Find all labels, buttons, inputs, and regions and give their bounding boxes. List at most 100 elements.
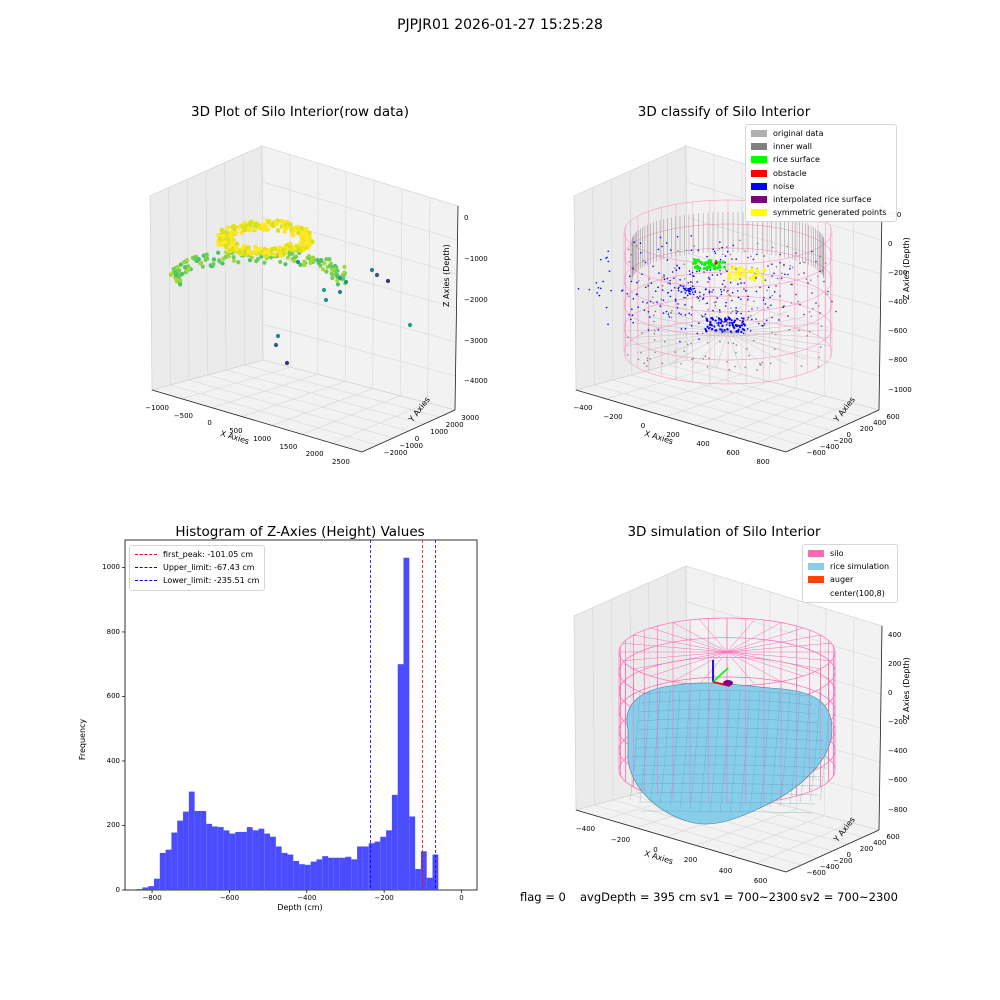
data-point bbox=[234, 241, 240, 247]
original-point bbox=[705, 302, 708, 305]
surface-mesh-line bbox=[669, 689, 681, 807]
data-point bbox=[284, 360, 290, 366]
original-point bbox=[798, 329, 800, 332]
noise-point bbox=[761, 324, 763, 327]
histogram-bar bbox=[380, 836, 387, 890]
legend-entry: first_peak: -101.05 cm bbox=[135, 548, 259, 561]
data-point bbox=[302, 259, 307, 264]
original-point bbox=[653, 339, 656, 341]
original-point bbox=[817, 305, 820, 307]
original-point bbox=[756, 267, 758, 270]
noise-point bbox=[742, 332, 745, 335]
legend-label: auger bbox=[830, 575, 854, 585]
original-point bbox=[653, 320, 655, 323]
histogram-bar bbox=[206, 823, 213, 890]
noise-point bbox=[659, 305, 662, 307]
noise-point bbox=[682, 285, 685, 288]
grid-line bbox=[686, 601, 882, 661]
noise-point bbox=[607, 250, 610, 253]
x-tick-label: 0 bbox=[653, 845, 658, 854]
interpolated-point bbox=[707, 281, 709, 283]
original-point bbox=[627, 336, 629, 338]
noise-point bbox=[719, 258, 722, 261]
noise-point bbox=[675, 269, 678, 271]
floor-spoke bbox=[668, 311, 729, 333]
noise-point bbox=[757, 322, 760, 325]
noise-point bbox=[738, 324, 742, 327]
sv1-text: sv1 = 700~2300 bbox=[700, 890, 798, 904]
legend-swatch bbox=[808, 550, 824, 558]
data-point bbox=[227, 247, 233, 252]
interpolated-point bbox=[715, 301, 717, 303]
legend-entry: Lower_limit: -235.51 cm bbox=[135, 574, 259, 587]
grid-line bbox=[686, 324, 880, 377]
grid-line bbox=[649, 369, 849, 425]
original-point bbox=[728, 294, 730, 296]
interpolated-point bbox=[835, 310, 837, 313]
grid-line bbox=[612, 379, 818, 439]
data-point bbox=[234, 246, 239, 252]
y-tick-label: −400 bbox=[819, 443, 840, 451]
surface-mesh-line bbox=[639, 689, 651, 802]
x-tick-label: −400 bbox=[575, 825, 596, 834]
original-point bbox=[732, 342, 735, 345]
original-point bbox=[652, 302, 655, 304]
noise-point bbox=[600, 258, 602, 261]
original-point bbox=[812, 307, 814, 310]
noise-point bbox=[724, 255, 727, 257]
noise-point bbox=[723, 289, 725, 291]
noise-point bbox=[784, 273, 786, 276]
original-point bbox=[810, 315, 813, 318]
data-point bbox=[318, 263, 323, 268]
y-tick-label: 0 bbox=[414, 434, 420, 443]
noise-point bbox=[692, 293, 695, 296]
data-point bbox=[273, 342, 279, 348]
original-point bbox=[791, 266, 794, 269]
data-point bbox=[385, 278, 391, 284]
noise-point bbox=[635, 293, 638, 296]
interpolated-point bbox=[775, 285, 777, 287]
silo-roof-spoke bbox=[726, 642, 832, 653]
histogram-bar bbox=[217, 827, 224, 890]
noise-point bbox=[740, 324, 743, 327]
silo-roof-spoke bbox=[672, 622, 728, 653]
data-point bbox=[222, 229, 228, 235]
floor-spoke bbox=[635, 322, 729, 333]
noise-point bbox=[762, 299, 765, 301]
original-point bbox=[731, 310, 734, 313]
original-point bbox=[766, 289, 768, 292]
symmetric-point bbox=[750, 270, 754, 274]
silo-roof-spoke bbox=[622, 651, 728, 662]
flag-text: flag = 0 bbox=[520, 890, 566, 904]
data-point bbox=[181, 260, 186, 265]
surface-mesh-line bbox=[689, 689, 701, 810]
surface-mesh-line bbox=[809, 689, 821, 802]
interpolated-point bbox=[811, 292, 813, 294]
surface-mesh-line bbox=[679, 689, 691, 808]
noise-point bbox=[689, 293, 692, 295]
data-point bbox=[262, 260, 267, 265]
y-tick-label: 400 bbox=[873, 419, 887, 427]
histogram-bar bbox=[142, 887, 149, 890]
histogram-bar bbox=[374, 841, 381, 890]
noise-point bbox=[711, 316, 714, 320]
noise-point bbox=[599, 287, 602, 290]
original-point bbox=[683, 277, 686, 280]
original-point bbox=[747, 310, 750, 313]
y-tick-label: 600 bbox=[886, 833, 900, 841]
noise-point bbox=[679, 340, 681, 343]
z-tick-label: 0 bbox=[888, 239, 893, 248]
interpolated-point bbox=[803, 313, 805, 316]
x-tick-label: 500 bbox=[229, 427, 243, 436]
data-point bbox=[233, 230, 239, 236]
silo-roof-spoke bbox=[726, 651, 832, 662]
noise-point bbox=[633, 241, 635, 244]
y-tick-label: 200 bbox=[859, 425, 874, 433]
noise-point bbox=[726, 250, 729, 253]
noise-point bbox=[673, 277, 675, 280]
original-point bbox=[734, 365, 736, 368]
data-point bbox=[237, 225, 242, 230]
noise-point bbox=[714, 319, 717, 322]
data-point bbox=[283, 262, 288, 267]
data-point bbox=[323, 297, 329, 303]
